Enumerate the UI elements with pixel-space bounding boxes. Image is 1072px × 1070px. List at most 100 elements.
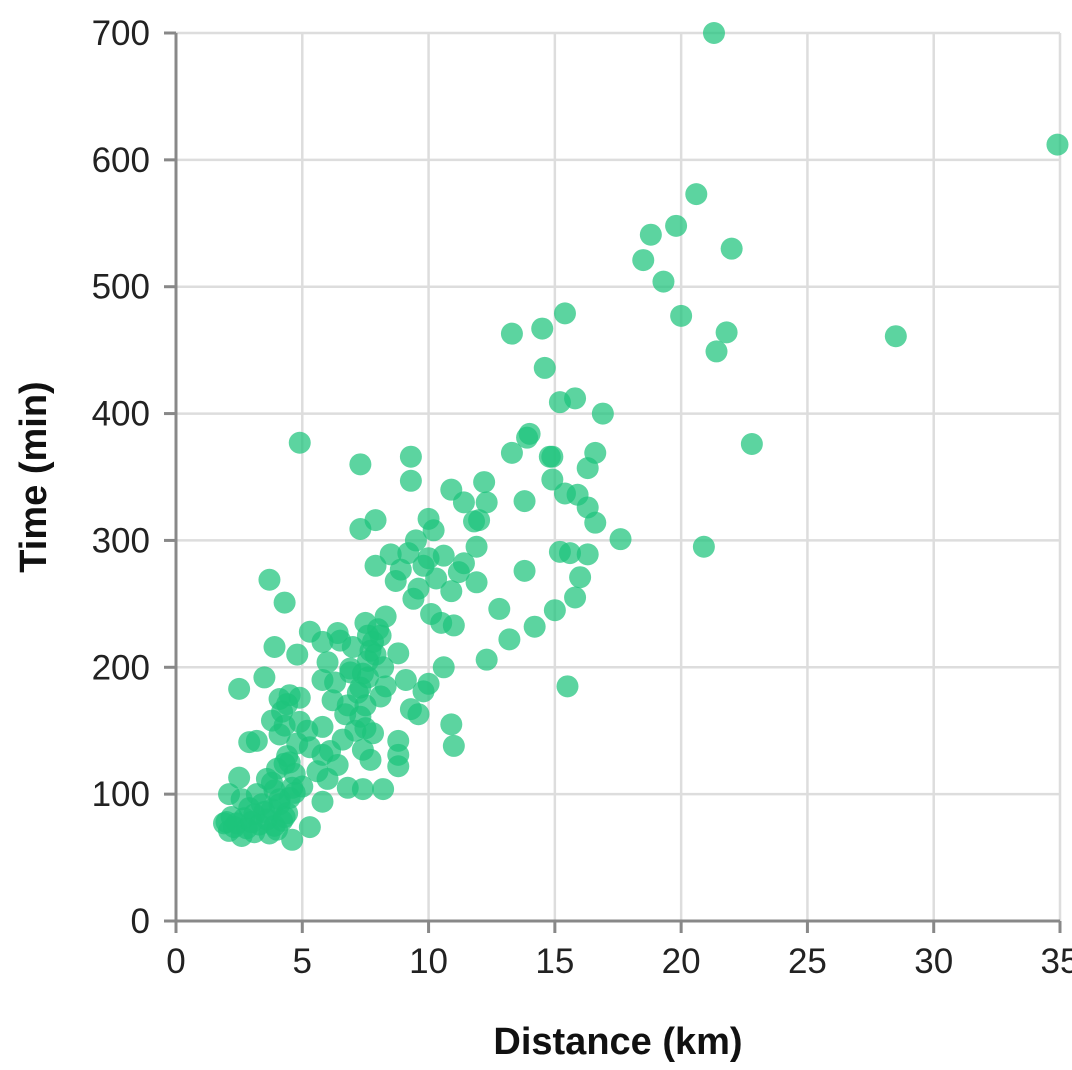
x-tick-label: 30 <box>914 942 953 981</box>
scatter-point <box>884 325 907 348</box>
scatter-point <box>513 559 536 582</box>
scatter-point <box>359 748 382 771</box>
scatter-point <box>253 666 276 689</box>
scatter-point <box>399 469 422 492</box>
y-tick-label: 200 <box>92 648 150 687</box>
scatter-point <box>364 554 387 577</box>
x-tick-label: 35 <box>1041 942 1072 981</box>
scatter-point <box>407 703 430 726</box>
scatter-point <box>258 568 281 591</box>
scatter-point <box>715 321 738 344</box>
scatter-point <box>473 471 496 494</box>
scatter-point <box>543 599 566 622</box>
scatter-point <box>500 441 523 464</box>
scatter-point <box>498 628 521 651</box>
scatter-point <box>548 391 571 414</box>
scatter-point <box>311 790 334 813</box>
scatter-point <box>422 519 445 542</box>
scatter-point <box>652 270 675 293</box>
scatter-point <box>576 543 599 566</box>
scatter-point <box>665 214 688 237</box>
scatter-point <box>263 635 286 658</box>
scatter-point <box>442 734 465 757</box>
scatter-point <box>344 719 367 742</box>
scatter-point <box>685 183 708 206</box>
scatter-point <box>354 694 377 717</box>
scatter-point <box>374 675 397 698</box>
scatter-point <box>475 491 498 514</box>
scatter-point <box>500 322 523 345</box>
scatter-point <box>351 778 374 801</box>
scatter-point <box>740 433 763 456</box>
scatter-point <box>329 629 352 652</box>
scatter-point <box>288 431 311 454</box>
scatter-point <box>316 767 339 790</box>
scatter-point <box>516 426 539 449</box>
y-tick-label: 700 <box>92 14 150 53</box>
scatter-point <box>402 587 425 610</box>
scatter-point <box>387 642 410 665</box>
scatter-point <box>425 567 448 590</box>
scatter-point <box>523 615 546 638</box>
scatter-point <box>223 816 246 839</box>
scatter-point <box>609 528 632 551</box>
scatter-point <box>569 566 592 589</box>
y-tick-label: 600 <box>92 141 150 180</box>
scatter-point <box>463 510 486 533</box>
y-tick-label: 500 <box>92 268 150 307</box>
scatter-point <box>432 656 455 679</box>
y-tick-label: 300 <box>92 521 150 560</box>
scatter-point <box>556 675 579 698</box>
scatter-point <box>465 571 488 594</box>
scatter-point <box>238 731 261 754</box>
scatter-point <box>440 580 463 603</box>
scatter-point <box>384 570 407 593</box>
scatter-point <box>412 680 435 703</box>
y-tick-label: 100 <box>92 775 150 814</box>
scatter-point <box>447 561 470 584</box>
scatter-point <box>387 755 410 778</box>
scatter-point <box>465 535 488 558</box>
scatter-point <box>632 249 655 272</box>
scatter-point <box>296 719 319 742</box>
scatter-point <box>639 223 662 246</box>
scatter-point <box>442 614 465 637</box>
y-tick-label: 0 <box>131 902 150 941</box>
scatter-point <box>394 668 417 691</box>
x-tick-label: 0 <box>166 942 185 981</box>
scatter-point <box>399 445 422 468</box>
x-tick-label: 10 <box>409 942 448 981</box>
scatter-point <box>253 800 276 823</box>
scatter-point <box>311 630 334 653</box>
scatter-point <box>584 511 607 534</box>
x-axis-title: Distance (km) <box>493 1021 742 1063</box>
scatter-point <box>670 304 693 327</box>
scatter-point <box>705 340 728 363</box>
x-tick-label: 20 <box>662 942 701 981</box>
scatter-point <box>559 542 582 565</box>
scatter-point <box>553 302 576 325</box>
scatter-point <box>286 643 309 666</box>
x-tick-label: 15 <box>535 942 574 981</box>
scatter-point <box>452 491 475 514</box>
scatter-point <box>278 751 301 774</box>
scatter-point <box>273 805 296 828</box>
scatter-point <box>362 722 385 745</box>
scatter-point <box>369 624 392 647</box>
tick-labels: 0 5 10 15 20 25 30 35 0 100 200 300 400 500 600 700 <box>92 14 1072 981</box>
scatter-point <box>513 490 536 513</box>
scatter-point <box>692 535 715 558</box>
data-points <box>212 22 1069 851</box>
scatter-point <box>702 22 725 44</box>
scatter-point <box>576 457 599 480</box>
x-tick-label: 5 <box>293 942 312 981</box>
scatter-point <box>271 700 294 723</box>
scatter-point <box>316 651 339 674</box>
y-tick-label: 400 <box>92 395 150 434</box>
scatter-point <box>475 648 498 671</box>
scatter-point <box>228 677 251 700</box>
scatter-point <box>324 671 347 694</box>
scatter-point <box>268 723 291 746</box>
